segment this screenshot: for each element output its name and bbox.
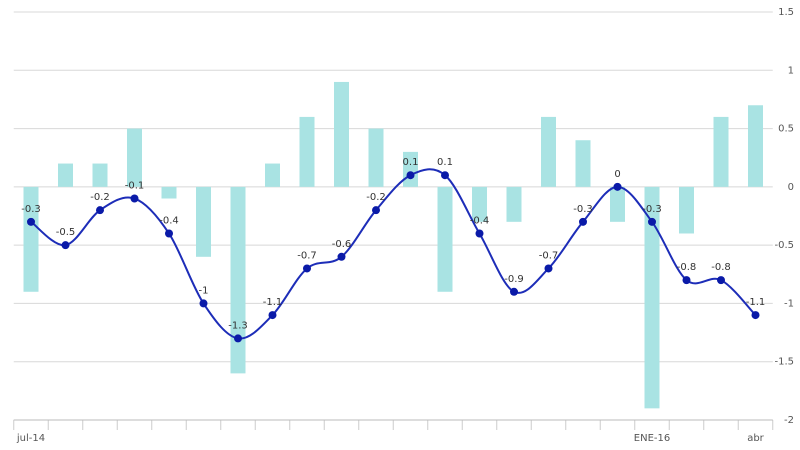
data-label: 0 xyxy=(614,169,620,180)
bar xyxy=(437,186,453,292)
point xyxy=(96,206,104,215)
bar xyxy=(334,81,349,187)
data-label: -0.9 xyxy=(504,274,524,285)
line xyxy=(30,168,757,340)
data-label: -0.8 xyxy=(677,262,697,273)
bar xyxy=(541,116,556,187)
data-label: -0.3 xyxy=(573,204,593,215)
bar xyxy=(748,105,763,187)
bar xyxy=(368,128,384,187)
data-label: -0.7 xyxy=(297,250,317,261)
point xyxy=(234,334,242,343)
x-tick-label: jul-14 xyxy=(16,433,45,444)
bar xyxy=(299,116,315,187)
point xyxy=(372,206,380,215)
bar xyxy=(713,116,729,187)
y-tick-label: 1.5 xyxy=(778,7,794,18)
point xyxy=(475,229,484,238)
data-label: -0.2 xyxy=(90,192,110,203)
bar xyxy=(58,163,73,187)
point xyxy=(303,264,311,273)
data-label: -0.3 xyxy=(642,204,662,215)
data-label: -0.2 xyxy=(366,192,386,203)
data-label: -0.1 xyxy=(125,181,145,192)
y-tick-label: 1 xyxy=(788,65,794,76)
point xyxy=(682,276,691,285)
bar xyxy=(92,163,108,187)
point xyxy=(441,171,449,180)
point xyxy=(717,276,725,285)
point xyxy=(751,311,760,320)
point xyxy=(130,194,139,203)
data-label: -0.7 xyxy=(539,250,559,261)
bar xyxy=(644,186,660,409)
data-label: -0.8 xyxy=(711,262,731,273)
point xyxy=(61,241,70,250)
y-tick-label: -1.5 xyxy=(774,357,794,368)
y-tick-label: 0 xyxy=(788,182,794,193)
bar xyxy=(127,128,142,187)
point xyxy=(27,217,35,226)
data-label: 0.1 xyxy=(403,157,419,168)
point xyxy=(406,171,415,180)
x-tick-label: ENE-16 xyxy=(634,433,670,444)
point xyxy=(544,264,553,273)
point xyxy=(648,217,656,226)
data-label: -0.6 xyxy=(332,239,352,250)
bar xyxy=(23,186,39,292)
bar xyxy=(196,186,211,257)
bar xyxy=(575,140,591,187)
data-label: -1.1 xyxy=(746,297,766,308)
point xyxy=(199,299,208,308)
bar xyxy=(230,186,246,374)
bar xyxy=(506,186,522,222)
data-label: -0.5 xyxy=(56,227,76,238)
data-label: -1.3 xyxy=(228,320,248,331)
point xyxy=(579,217,587,226)
y-tick-label: -2 xyxy=(784,415,794,426)
data-label: -1.1 xyxy=(263,297,283,308)
data-label: -0.4 xyxy=(159,215,179,226)
y-tick-label: 0.5 xyxy=(778,124,794,135)
point xyxy=(268,311,277,320)
data-label: -0.3 xyxy=(21,204,41,215)
y-tick-label: -0.5 xyxy=(774,240,794,251)
data-label: -1 xyxy=(199,285,209,296)
y-tick-label: -1 xyxy=(784,298,794,309)
point xyxy=(337,252,346,261)
data-label: 0.1 xyxy=(437,157,453,168)
bar xyxy=(679,186,694,234)
point xyxy=(613,182,622,191)
bar xyxy=(161,186,177,199)
x-tick-label: abr xyxy=(747,433,764,444)
bar xyxy=(265,163,280,187)
bar xyxy=(610,186,625,222)
point xyxy=(510,287,518,296)
data-label: -0.4 xyxy=(470,215,490,226)
bar xyxy=(472,186,487,222)
point xyxy=(165,229,173,238)
